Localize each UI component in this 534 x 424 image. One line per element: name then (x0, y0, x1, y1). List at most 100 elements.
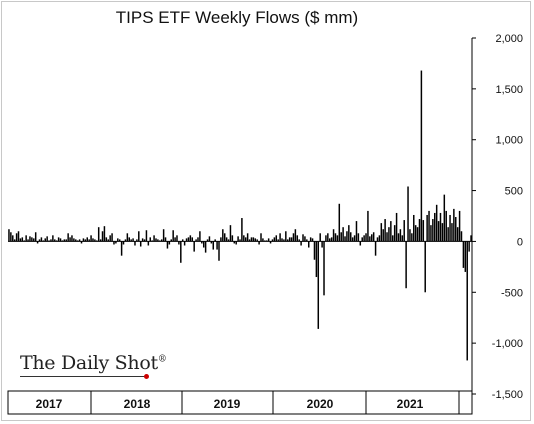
bar (46, 236, 48, 242)
bar (346, 231, 348, 242)
y-tick-label: 0 (517, 236, 523, 248)
bar (321, 241, 323, 248)
y-tick-label: -500 (501, 287, 523, 299)
bar (12, 235, 14, 242)
bar (411, 233, 413, 242)
bar (244, 237, 247, 242)
bar (424, 241, 426, 293)
bar (286, 239, 289, 242)
bar (434, 212, 436, 242)
bar (59, 238, 62, 242)
x-axis-frame (7, 390, 473, 415)
bar (330, 237, 333, 242)
bar (38, 239, 41, 242)
bar (401, 235, 404, 242)
bar (120, 241, 123, 256)
bar (395, 212, 398, 242)
bar (386, 232, 388, 242)
bar (197, 237, 199, 242)
bar (241, 218, 243, 242)
bar (145, 230, 148, 242)
bar (359, 241, 362, 246)
brand-underline (20, 376, 148, 377)
bar (170, 239, 172, 242)
bar (189, 235, 192, 242)
bar (210, 241, 213, 244)
bar (413, 214, 415, 242)
bar (48, 240, 50, 242)
bar (166, 241, 169, 249)
bar (10, 232, 12, 242)
bar (155, 238, 157, 242)
bar (329, 238, 331, 242)
bar (374, 241, 377, 256)
bar (225, 237, 228, 242)
bar (97, 227, 100, 242)
bar (390, 221, 392, 242)
bar (311, 238, 314, 242)
bar (468, 241, 470, 252)
bar (292, 233, 295, 242)
bar (181, 239, 184, 242)
bar (315, 241, 318, 278)
bar (264, 240, 266, 242)
bar (262, 238, 264, 242)
bar (451, 223, 453, 242)
bar (455, 217, 457, 242)
bar (44, 238, 46, 242)
bar (432, 219, 434, 242)
bar (420, 70, 423, 242)
bar (132, 238, 134, 242)
bar (378, 235, 381, 242)
bar (426, 214, 428, 242)
bar (273, 237, 276, 242)
bar (157, 239, 159, 242)
bar (243, 235, 245, 242)
bar (90, 235, 92, 242)
chart-title: TIPS ETF Weekly Flows ($ mm) (115, 8, 359, 27)
bar (285, 231, 287, 242)
bar (246, 233, 249, 242)
bar (159, 240, 161, 242)
bar (351, 237, 354, 242)
bar (76, 240, 79, 242)
bar (172, 230, 174, 242)
bar (294, 229, 297, 242)
bar (202, 241, 205, 248)
bar (84, 239, 87, 242)
y-tick-label: -1,500 (492, 389, 523, 401)
bar (96, 240, 98, 242)
bar (325, 235, 327, 242)
bar (453, 208, 455, 242)
bar (92, 238, 94, 242)
bar (275, 235, 278, 242)
bar (21, 237, 24, 242)
bar (115, 241, 117, 244)
bar (407, 186, 409, 242)
bar (327, 233, 329, 242)
bar (470, 235, 472, 242)
bar (212, 241, 215, 250)
bar (332, 229, 335, 242)
bar (361, 237, 363, 242)
x-tick-label: 2018 (124, 397, 151, 411)
x-tick-label: 2020 (307, 397, 334, 411)
bar (372, 232, 375, 242)
bar (180, 241, 182, 263)
bar (277, 239, 279, 242)
bar (258, 241, 260, 245)
bar (138, 231, 140, 242)
bar (8, 229, 10, 242)
bar (160, 239, 163, 242)
bar (414, 225, 417, 242)
bar (445, 210, 447, 242)
bar (126, 233, 129, 242)
bar (27, 239, 29, 242)
bar (88, 239, 90, 242)
bar (139, 241, 142, 247)
bar (174, 237, 176, 242)
bar (206, 239, 209, 242)
bar (55, 240, 58, 242)
bar (441, 223, 444, 242)
bar (435, 204, 438, 242)
